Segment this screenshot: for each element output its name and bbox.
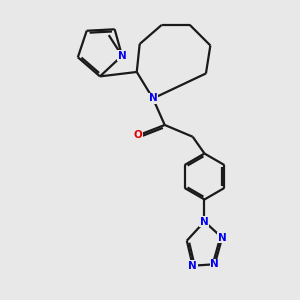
Text: O: O — [134, 130, 142, 140]
Text: N: N — [118, 51, 126, 61]
Text: N: N — [188, 261, 197, 271]
Text: N: N — [148, 94, 157, 103]
Text: N: N — [210, 259, 219, 269]
Text: N: N — [200, 217, 209, 226]
Text: N: N — [218, 233, 226, 243]
